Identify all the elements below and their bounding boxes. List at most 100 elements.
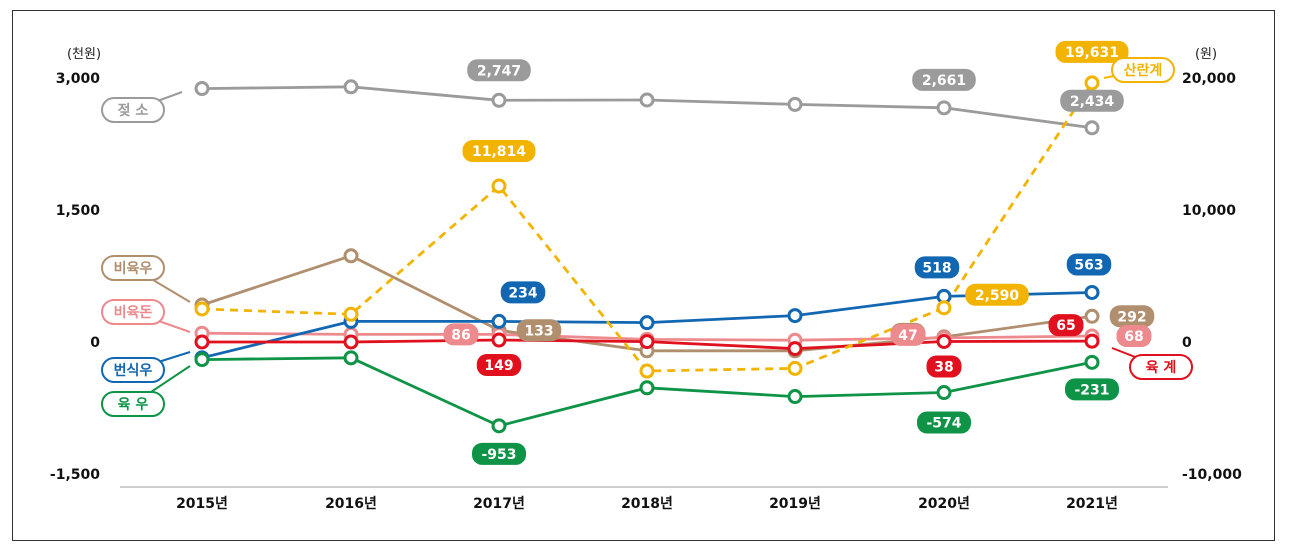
legend-box xyxy=(101,255,165,281)
data-point xyxy=(194,81,210,97)
legend-label: 젖 소 xyxy=(118,102,149,119)
legend-box xyxy=(1111,57,1175,83)
legend-box xyxy=(1129,354,1193,380)
data-label: 518 xyxy=(922,260,951,276)
data-point xyxy=(639,315,655,331)
data-label-bg xyxy=(1109,305,1155,328)
data-label: 86 xyxy=(451,327,470,343)
data-label-bg xyxy=(500,281,546,304)
data-label-bg xyxy=(472,442,526,465)
data-point xyxy=(787,389,803,405)
legend-label: 번식우 xyxy=(114,363,153,379)
data-point xyxy=(343,350,359,366)
data-point xyxy=(194,352,210,368)
legend-box xyxy=(101,299,165,325)
left-tick-label: 1,500 xyxy=(56,203,101,219)
data-label-bg xyxy=(912,68,976,91)
x-tick-label: 2015년 xyxy=(176,496,228,512)
data-label: -231 xyxy=(1074,382,1109,398)
data-point xyxy=(491,178,507,194)
data-label: -574 xyxy=(926,416,961,432)
data-label: 19,631 xyxy=(1065,45,1119,61)
data-point xyxy=(936,100,952,116)
data-label: 38 xyxy=(934,359,953,375)
data-point xyxy=(1084,308,1100,324)
data-label-bg xyxy=(1055,40,1129,63)
data-point xyxy=(491,313,507,329)
data-point xyxy=(1084,284,1100,300)
data-point xyxy=(787,96,803,112)
chart-frame xyxy=(12,10,1275,541)
data-label-bg xyxy=(914,256,960,279)
data-point xyxy=(1084,120,1100,136)
data-point xyxy=(194,301,210,317)
data-label-bg xyxy=(443,323,479,346)
data-point xyxy=(639,380,655,396)
left-tick-label: 3,000 xyxy=(56,71,101,87)
data-point xyxy=(491,92,507,108)
right-tick-label: 10,000 xyxy=(1182,203,1236,219)
data-point xyxy=(1084,75,1100,91)
data-point xyxy=(343,334,359,350)
x-tick-label: 2017년 xyxy=(473,496,525,512)
data-point xyxy=(491,418,507,434)
data-label: 2,434 xyxy=(1070,94,1115,110)
data-label-bg xyxy=(926,355,962,378)
data-point xyxy=(787,341,803,357)
data-point xyxy=(639,334,655,350)
data-label: 2,661 xyxy=(922,73,966,89)
data-label-bg xyxy=(1116,325,1152,348)
data-label-bg xyxy=(1066,253,1112,276)
data-point xyxy=(787,360,803,376)
data-point xyxy=(343,306,359,322)
left-tick-label: 0 xyxy=(90,335,100,351)
data-point xyxy=(787,308,803,324)
data-label-bg xyxy=(516,319,562,342)
right-tick-label: -10,000 xyxy=(1182,467,1242,483)
right-tick-label: 0 xyxy=(1182,335,1192,351)
legend-box xyxy=(101,97,165,123)
axis-ticks: 3,000 1,500 0 -1,500 20,000 10,000 0 -10,000 201… xyxy=(50,71,1242,512)
legend-label: 비육돈 xyxy=(114,305,153,321)
data-label: 65 xyxy=(1056,318,1075,334)
data-label: 149 xyxy=(484,358,513,374)
data-label: 68 xyxy=(1124,329,1143,345)
data-label: 11,814 xyxy=(472,144,526,160)
data-point xyxy=(194,334,210,350)
legend-label: 육 우 xyxy=(118,397,149,413)
data-label-bg xyxy=(917,411,971,434)
data-label-bg xyxy=(1048,314,1084,337)
left-axis-unit: (천원) xyxy=(67,47,101,62)
x-tick-label: 2016년 xyxy=(325,496,377,512)
x-tick-label: 2019년 xyxy=(769,496,821,512)
right-axis-unit: (원) xyxy=(1195,47,1217,62)
legend-label: 육 계 xyxy=(1146,360,1177,376)
data-point xyxy=(343,248,359,264)
data-point xyxy=(639,363,655,379)
legend-label: 비육우 xyxy=(114,261,153,277)
data-label-bg xyxy=(1065,378,1119,401)
data-label: -953 xyxy=(481,447,516,463)
data-label: 234 xyxy=(508,285,537,301)
data-label: 133 xyxy=(524,323,553,339)
data-label-bg xyxy=(476,354,522,377)
data-label: 2,747 xyxy=(477,63,521,79)
data-label: 563 xyxy=(1074,257,1103,273)
data-point xyxy=(343,79,359,95)
legend-box xyxy=(101,357,165,383)
legend-label: 산란계 xyxy=(1124,62,1163,79)
legend-box xyxy=(101,391,165,417)
data-labels: 2,7472,6612,43413358292864768234518563-9… xyxy=(443,40,1155,465)
x-tick-label: 2020년 xyxy=(918,496,970,512)
left-tick-label: -1,500 xyxy=(50,467,100,483)
data-point xyxy=(491,332,507,348)
data-label-bg xyxy=(462,140,536,163)
series-points xyxy=(194,75,1100,434)
data-label: 292 xyxy=(1117,309,1146,325)
data-label: 2,590 xyxy=(975,288,1020,304)
data-point xyxy=(639,92,655,108)
x-tick-label: 2021년 xyxy=(1066,496,1118,512)
right-tick-label: 20,000 xyxy=(1182,71,1236,87)
